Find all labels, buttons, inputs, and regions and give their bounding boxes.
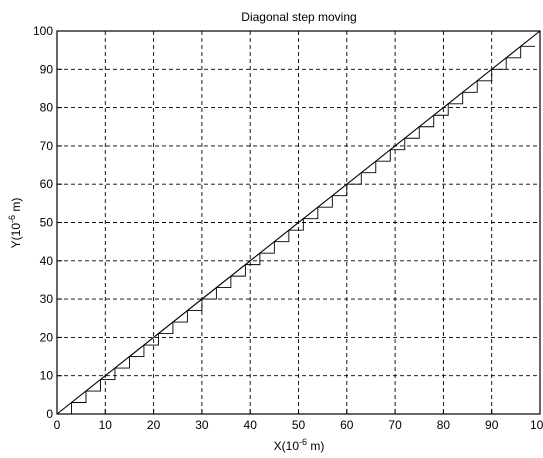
y-tick-label-40: 40 — [40, 254, 54, 268]
diagonal-line-series — [56, 30, 541, 415]
y-tick-label-60: 60 — [40, 177, 54, 191]
x-tick-label-20: 20 — [147, 418, 161, 432]
x-tick-label-100: 100 — [530, 418, 543, 432]
x-tick-label-70: 70 — [388, 418, 402, 432]
x-tick-label-10: 10 — [99, 418, 113, 432]
x-tick-label-90: 90 — [485, 418, 499, 432]
x-tick-label-30: 30 — [195, 418, 209, 432]
x-axis-title: X(10-6 m) — [274, 437, 325, 453]
x-tick-label-50: 50 — [292, 418, 306, 432]
x-tick-label-0: 0 — [54, 418, 61, 432]
y-tick-label-90: 90 — [40, 62, 54, 76]
x-tick-labels: 0 10 20 30 40 50 60 70 80 90 100 — [54, 418, 543, 432]
y-tick-label-0: 0 — [46, 407, 53, 421]
y-axis-title: Y(10-6 m) — [7, 198, 23, 249]
x-tick-label-40: 40 — [244, 418, 258, 432]
y-tick-labels: 0 10 20 30 40 50 60 70 80 90 100 — [33, 24, 53, 421]
series-layer — [56, 30, 541, 415]
chart-title: Diagonal step moving — [241, 10, 356, 24]
x-tick-label-60: 60 — [340, 418, 354, 432]
y-tick-label-50: 50 — [40, 216, 54, 230]
y-tick-label-10: 10 — [40, 369, 54, 383]
grid — [57, 31, 540, 414]
y-tick-label-70: 70 — [40, 139, 54, 153]
plot-frame — [56, 30, 541, 415]
step-path-series — [57, 45, 536, 415]
x-tick-label-80: 80 — [437, 418, 451, 432]
y-tick-label-30: 30 — [40, 292, 54, 306]
y-tick-label-20: 20 — [40, 330, 54, 344]
y-tick-label-100: 100 — [33, 24, 53, 38]
y-tick-label-80: 80 — [40, 101, 54, 115]
